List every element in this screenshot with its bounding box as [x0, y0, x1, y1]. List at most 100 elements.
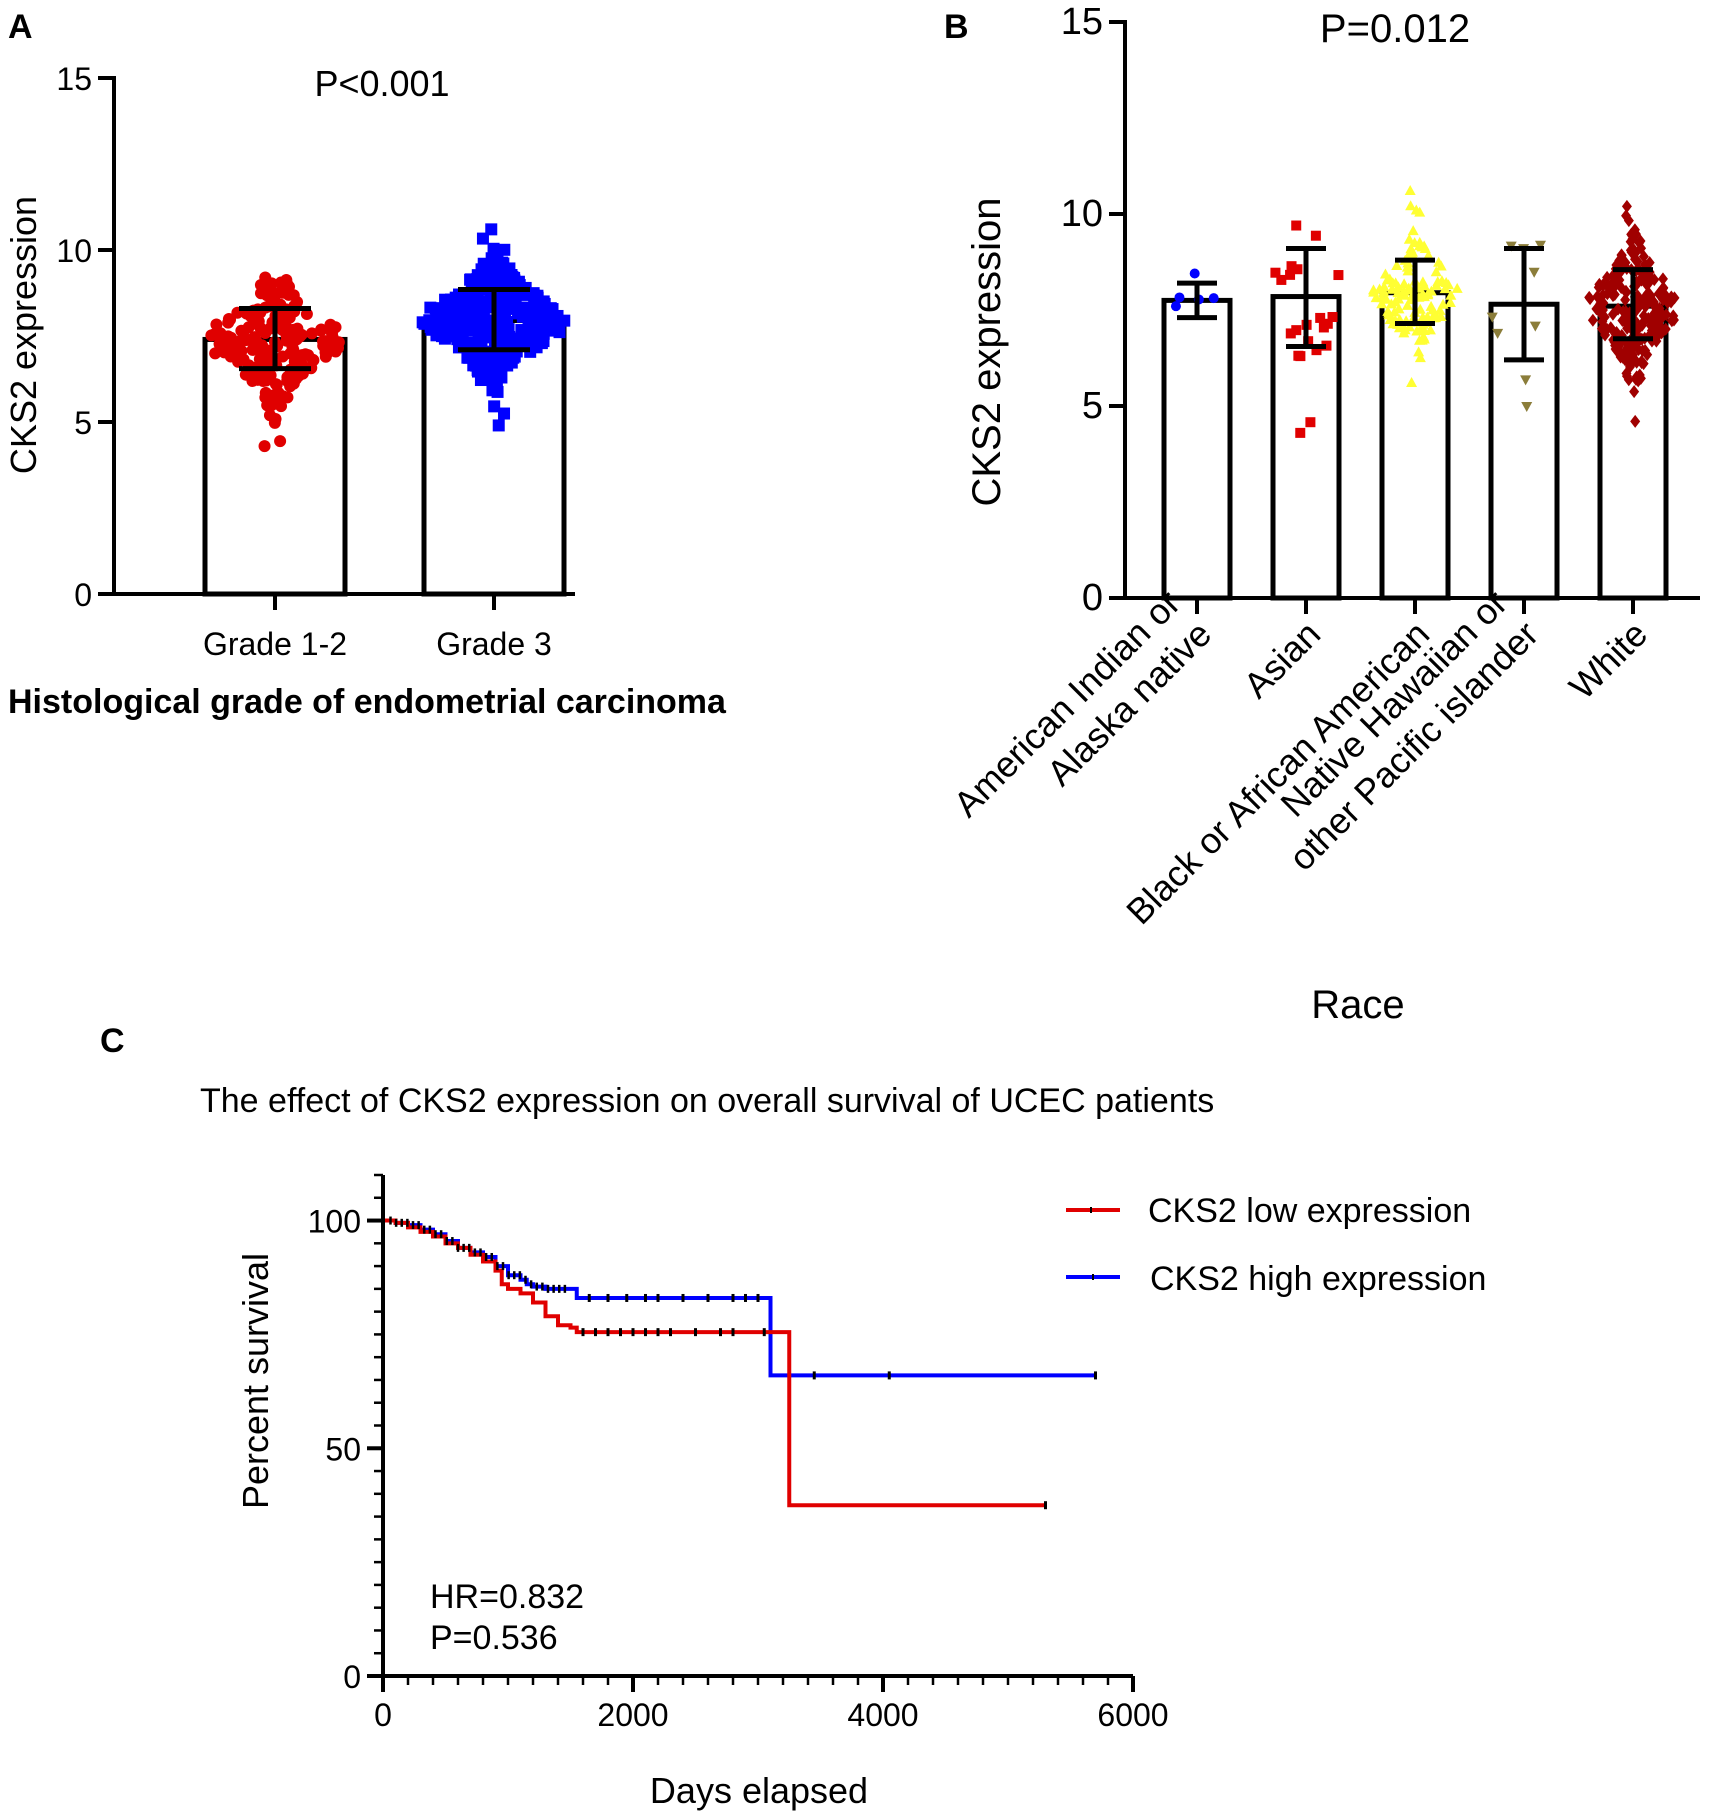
panel-b-error-bars [1177, 246, 1653, 363]
data-point [1627, 229, 1638, 243]
panel-b-y-axis-title: CKS2 expression [965, 197, 1009, 506]
data-point [1486, 312, 1498, 323]
panel-c-legend: CKS2 low expression CKS2 high expression [1066, 1192, 1486, 1298]
data-point [507, 300, 520, 313]
data-point [1286, 261, 1297, 272]
data-point [499, 326, 512, 339]
data-point [1333, 270, 1344, 281]
data-point [1636, 354, 1647, 368]
data-point [269, 378, 282, 391]
data-point [307, 354, 320, 367]
panel-c: C The effect of CKS2 expression on overa… [100, 1022, 1486, 1811]
data-point [1425, 285, 1437, 296]
data-point [329, 321, 342, 334]
data-point [1422, 249, 1434, 260]
data-point [1638, 292, 1649, 306]
data-point [1276, 274, 1287, 285]
data-point [1630, 414, 1641, 428]
data-point [1652, 314, 1663, 328]
data-point [1620, 284, 1631, 298]
data-point [276, 350, 289, 363]
data-point [530, 296, 543, 309]
data-point [1383, 309, 1395, 320]
y-tick-label: 5 [1082, 385, 1103, 427]
legend-label-low: CKS2 low expression [1148, 1192, 1471, 1230]
data-point [456, 335, 469, 348]
data-point [438, 305, 451, 318]
data-point [1410, 204, 1422, 215]
data-point [470, 320, 483, 333]
data-point [485, 223, 498, 236]
data-point [505, 350, 518, 363]
panel-c-survival-lines [383, 1218, 1096, 1508]
y-tick-label: 15 [1061, 1, 1103, 43]
data-point [268, 416, 281, 429]
data-point [516, 310, 529, 323]
panel-c-axes: 0 50 100 0 2000 4000 6000 [308, 1173, 1169, 1733]
survival-line-0 [383, 1218, 1046, 1508]
data-point [1626, 339, 1637, 353]
data-point [245, 333, 258, 346]
data-point [486, 363, 499, 376]
data-point [281, 374, 294, 387]
data-point [1404, 184, 1416, 195]
data-point [511, 338, 524, 351]
data-point [1295, 427, 1306, 438]
data-point [1617, 313, 1628, 327]
data-point [1293, 350, 1304, 361]
y-tick-label: 100 [308, 1204, 361, 1240]
data-point [488, 400, 501, 413]
data-point [1403, 233, 1415, 244]
panel-c-letter: C [100, 1022, 125, 1060]
data-point [276, 282, 289, 295]
data-point [1635, 371, 1646, 385]
data-point [1379, 268, 1391, 279]
panel-c-censor-marks [389, 1216, 1097, 1510]
data-point [265, 277, 278, 290]
data-point [1285, 328, 1296, 339]
data-point [258, 440, 271, 453]
x-tick-label: 2000 [597, 1697, 668, 1733]
data-point [1621, 199, 1632, 213]
data-point [476, 232, 489, 245]
data-point [1661, 290, 1672, 304]
data-point [1621, 369, 1632, 383]
data-point [1612, 275, 1623, 289]
data-point [1368, 286, 1380, 297]
data-point [1398, 285, 1410, 296]
y-tick-label: 15 [56, 61, 92, 97]
data-point [475, 359, 488, 372]
data-point [1419, 243, 1431, 254]
data-point [1430, 266, 1442, 277]
data-point [1405, 200, 1417, 211]
data-point [1666, 314, 1677, 328]
data-point [1636, 241, 1647, 255]
data-point [1654, 324, 1665, 338]
data-point [1602, 287, 1613, 301]
data-point [259, 391, 272, 404]
data-point [1433, 256, 1445, 267]
data-point [1381, 274, 1393, 285]
data-point [1444, 296, 1456, 307]
x-tick-label-group: Asian [1235, 613, 1328, 706]
panel-b-x-axis-title: Race [1311, 983, 1404, 1027]
data-point [1637, 316, 1648, 330]
data-point [1635, 272, 1646, 286]
data-point [498, 407, 511, 420]
data-point [1645, 291, 1656, 305]
data-point [1521, 402, 1533, 412]
x-tick-label: Grade 3 [436, 626, 552, 662]
data-point [1427, 304, 1439, 315]
data-point [1389, 296, 1401, 307]
x-tick-label: 4000 [847, 1697, 918, 1733]
data-point [508, 271, 521, 284]
panel-a-letter: A [8, 8, 33, 46]
data-point [1623, 351, 1634, 365]
data-point [527, 314, 540, 327]
data-point [1657, 272, 1668, 286]
y-tick-label: 50 [325, 1431, 361, 1467]
data-point [522, 336, 535, 349]
data-point [1406, 376, 1418, 387]
data-point [544, 302, 557, 315]
